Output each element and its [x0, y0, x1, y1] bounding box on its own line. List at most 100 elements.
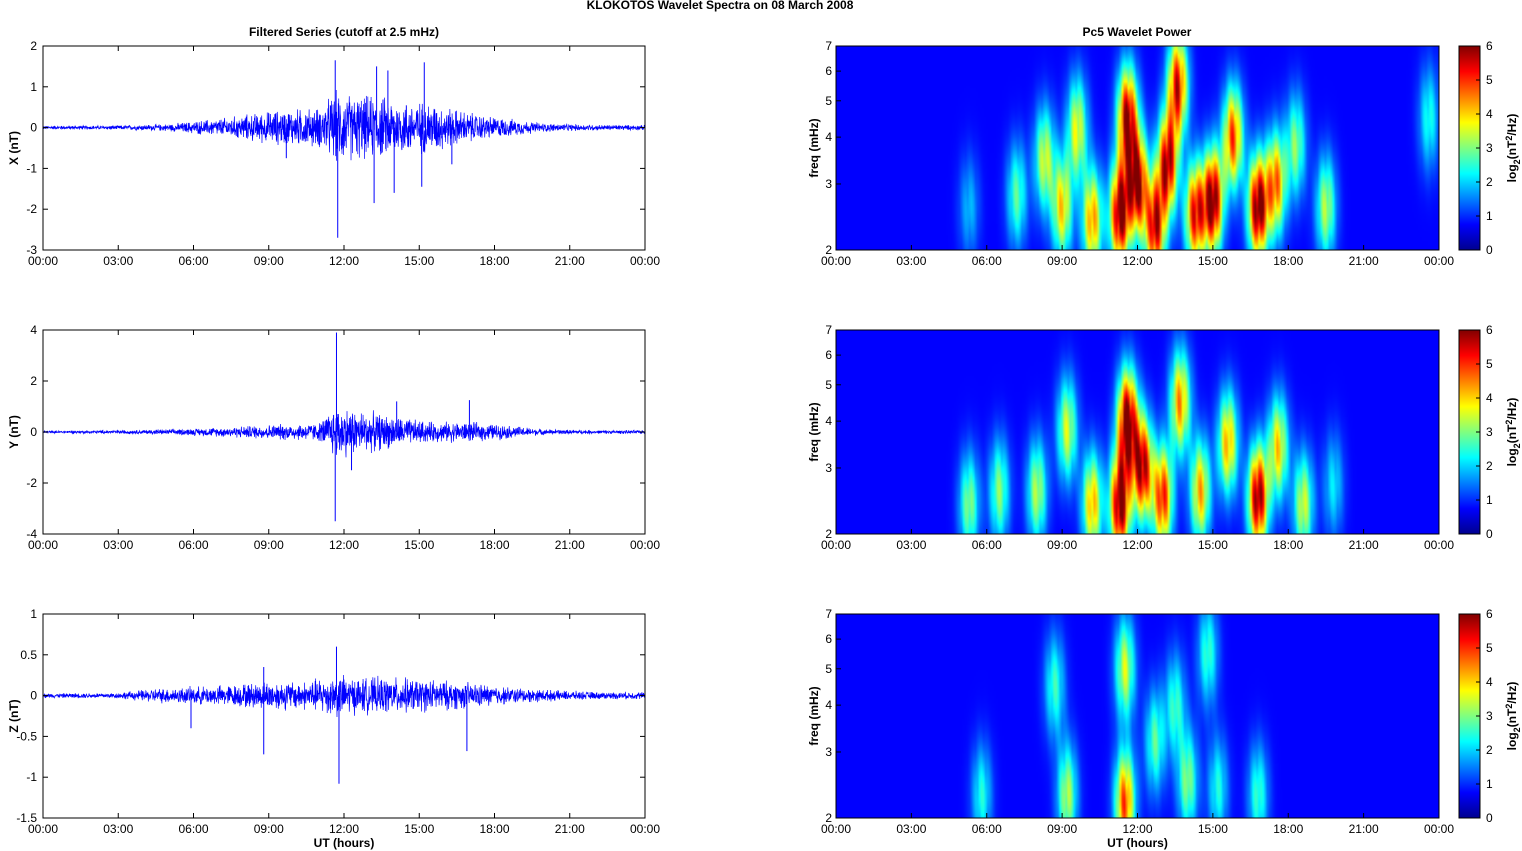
x-tick-label: 15:00 [404, 254, 434, 268]
colorbar-tick-label: 1 [1486, 209, 1493, 223]
y-tick-label: -1 [26, 770, 37, 784]
y-tick-label: 4 [825, 130, 832, 144]
y-tick-label: -1 [26, 161, 37, 175]
z-wavelet-xlabel: UT (hours) [1107, 836, 1168, 850]
x-tick-label: 18:00 [479, 538, 509, 552]
z-wavelet-ylabel: freq (mHz) [807, 686, 821, 745]
x-tick-label: 00:00 [28, 538, 58, 552]
y-tick-label: 6 [825, 64, 832, 78]
z-wavelet-raster [836, 614, 1439, 818]
x-tick-label: 18:00 [1273, 254, 1303, 268]
y-wavelet-ylabel: freq (mHz) [807, 402, 821, 461]
x-tick-label: 12:00 [1122, 822, 1152, 836]
z-series-line [42, 674, 646, 717]
colorbar-tick-label: 2 [1486, 459, 1493, 473]
y-series-panel: 420-2-400:00 03:00 06:00 09:00 12:00 15:00 18:… [7, 323, 660, 552]
y-tick-label: 2 [825, 527, 832, 541]
y-tick-label: 7 [825, 39, 832, 53]
z-series-axes-frame [42, 613, 646, 819]
x-tick-label: 00:00 [821, 538, 851, 552]
x-tick-label: 03:00 [103, 254, 133, 268]
colorbar-tick-label: 6 [1486, 607, 1493, 621]
x-tick-label: 15:00 [1198, 538, 1228, 552]
x-tick-label: 03:00 [103, 538, 133, 552]
colorbar-tick-label: 4 [1486, 391, 1493, 405]
x-tick-label: 09:00 [1047, 538, 1077, 552]
y-tick-label: 2 [825, 811, 832, 825]
y-tick-label: 7 [825, 323, 832, 337]
y-tick-label: 2 [825, 243, 832, 257]
x-wavelet-raster [836, 46, 1439, 250]
x-tick-label: 00:00 [1424, 822, 1454, 836]
y-series-line [42, 410, 646, 458]
y-tick-label: 0.5 [20, 648, 37, 662]
y-tick-label: 5 [825, 378, 832, 392]
y-tick-label: 0 [30, 121, 37, 135]
x-tick-label: 00:00 [1424, 538, 1454, 552]
colorbar-tick-label: 1 [1486, 493, 1493, 507]
x-series-ylabel: X (nT) [7, 131, 21, 165]
x-tick-label: 03:00 [896, 538, 926, 552]
x-tick-label: 12:00 [1122, 538, 1152, 552]
x-wavelet-colorbar-label: log2(nT2/Hz) [1504, 114, 1522, 183]
y-tick-label: 4 [30, 323, 37, 337]
x-tick-label: 06:00 [178, 254, 208, 268]
y-tick-label: 3 [825, 461, 832, 475]
left-column-title: Filtered Series (cutoff at 2.5 mHz) [249, 25, 439, 39]
y-tick-label: 2 [30, 39, 37, 53]
x-tick-label: 21:00 [1349, 254, 1379, 268]
y-tick-label: 0 [30, 689, 37, 703]
x-tick-label: 00:00 [821, 254, 851, 268]
x-tick-label: 03:00 [103, 822, 133, 836]
x-tick-label: 21:00 [555, 538, 585, 552]
x-tick-label: 09:00 [254, 822, 284, 836]
z-series-ylabel: Z (nT) [7, 699, 21, 732]
y-tick-label: 4 [825, 414, 832, 428]
x-tick-label: 06:00 [178, 822, 208, 836]
x-tick-label: 15:00 [1198, 822, 1228, 836]
colorbar-tick-label: 5 [1486, 357, 1493, 371]
x-tick-label: 18:00 [1273, 822, 1303, 836]
y-tick-label: 3 [825, 745, 832, 759]
x-tick-label: 00:00 [821, 822, 851, 836]
y-tick-label: -3 [26, 243, 37, 257]
x-series-panel: 210-1-2-300:00 03:00 06:00 09:00 12:00 15:00 1… [7, 39, 660, 268]
x-tick-label: 09:00 [254, 254, 284, 268]
x-tick-label: 09:00 [254, 538, 284, 552]
x-tick-label: 00:00 [1424, 254, 1454, 268]
y-tick-label: 1 [30, 607, 37, 621]
y-tick-label: 2 [30, 374, 37, 388]
colorbar-tick-label: 3 [1486, 425, 1493, 439]
x-tick-label: 06:00 [972, 254, 1002, 268]
x-tick-label: 03:00 [896, 254, 926, 268]
colorbar-tick-label: 4 [1486, 107, 1493, 121]
z-wavelet-colorbar-label: log2(nT2/Hz) [1504, 682, 1522, 751]
colorbar-tick-label: 5 [1486, 73, 1493, 87]
colorbar-tick-label: 0 [1486, 811, 1493, 825]
colorbar-tick-label: 4 [1486, 675, 1493, 689]
x-tick-label: 18:00 [479, 254, 509, 268]
x-tick-label: 00:00 [28, 822, 58, 836]
x-tick-label: 15:00 [404, 822, 434, 836]
x-tick-label: 12:00 [329, 538, 359, 552]
x-tick-label: 06:00 [972, 538, 1002, 552]
x-tick-label: 06:00 [972, 822, 1002, 836]
colorbar-tick-label: 6 [1486, 39, 1493, 53]
x-tick-label: 00:00 [28, 254, 58, 268]
colorbar-tick-label: 3 [1486, 141, 1493, 155]
colorbar-tick-label: 1 [1486, 777, 1493, 791]
y-tick-label: 6 [825, 632, 832, 646]
y-tick-label: 6 [825, 348, 832, 362]
x-tick-label: 12:00 [329, 822, 359, 836]
z-series-xlabel: UT (hours) [314, 836, 375, 850]
x-series-axes-frame [42, 45, 646, 251]
y-wavelet-raster [836, 330, 1439, 534]
x-tick-label: 03:00 [896, 822, 926, 836]
colorbar-tick-label: 6 [1486, 323, 1493, 337]
right-column-title: Pc5 Wavelet Power [1083, 25, 1192, 39]
x-tick-label: 06:00 [178, 538, 208, 552]
x-tick-label: 18:00 [479, 822, 509, 836]
